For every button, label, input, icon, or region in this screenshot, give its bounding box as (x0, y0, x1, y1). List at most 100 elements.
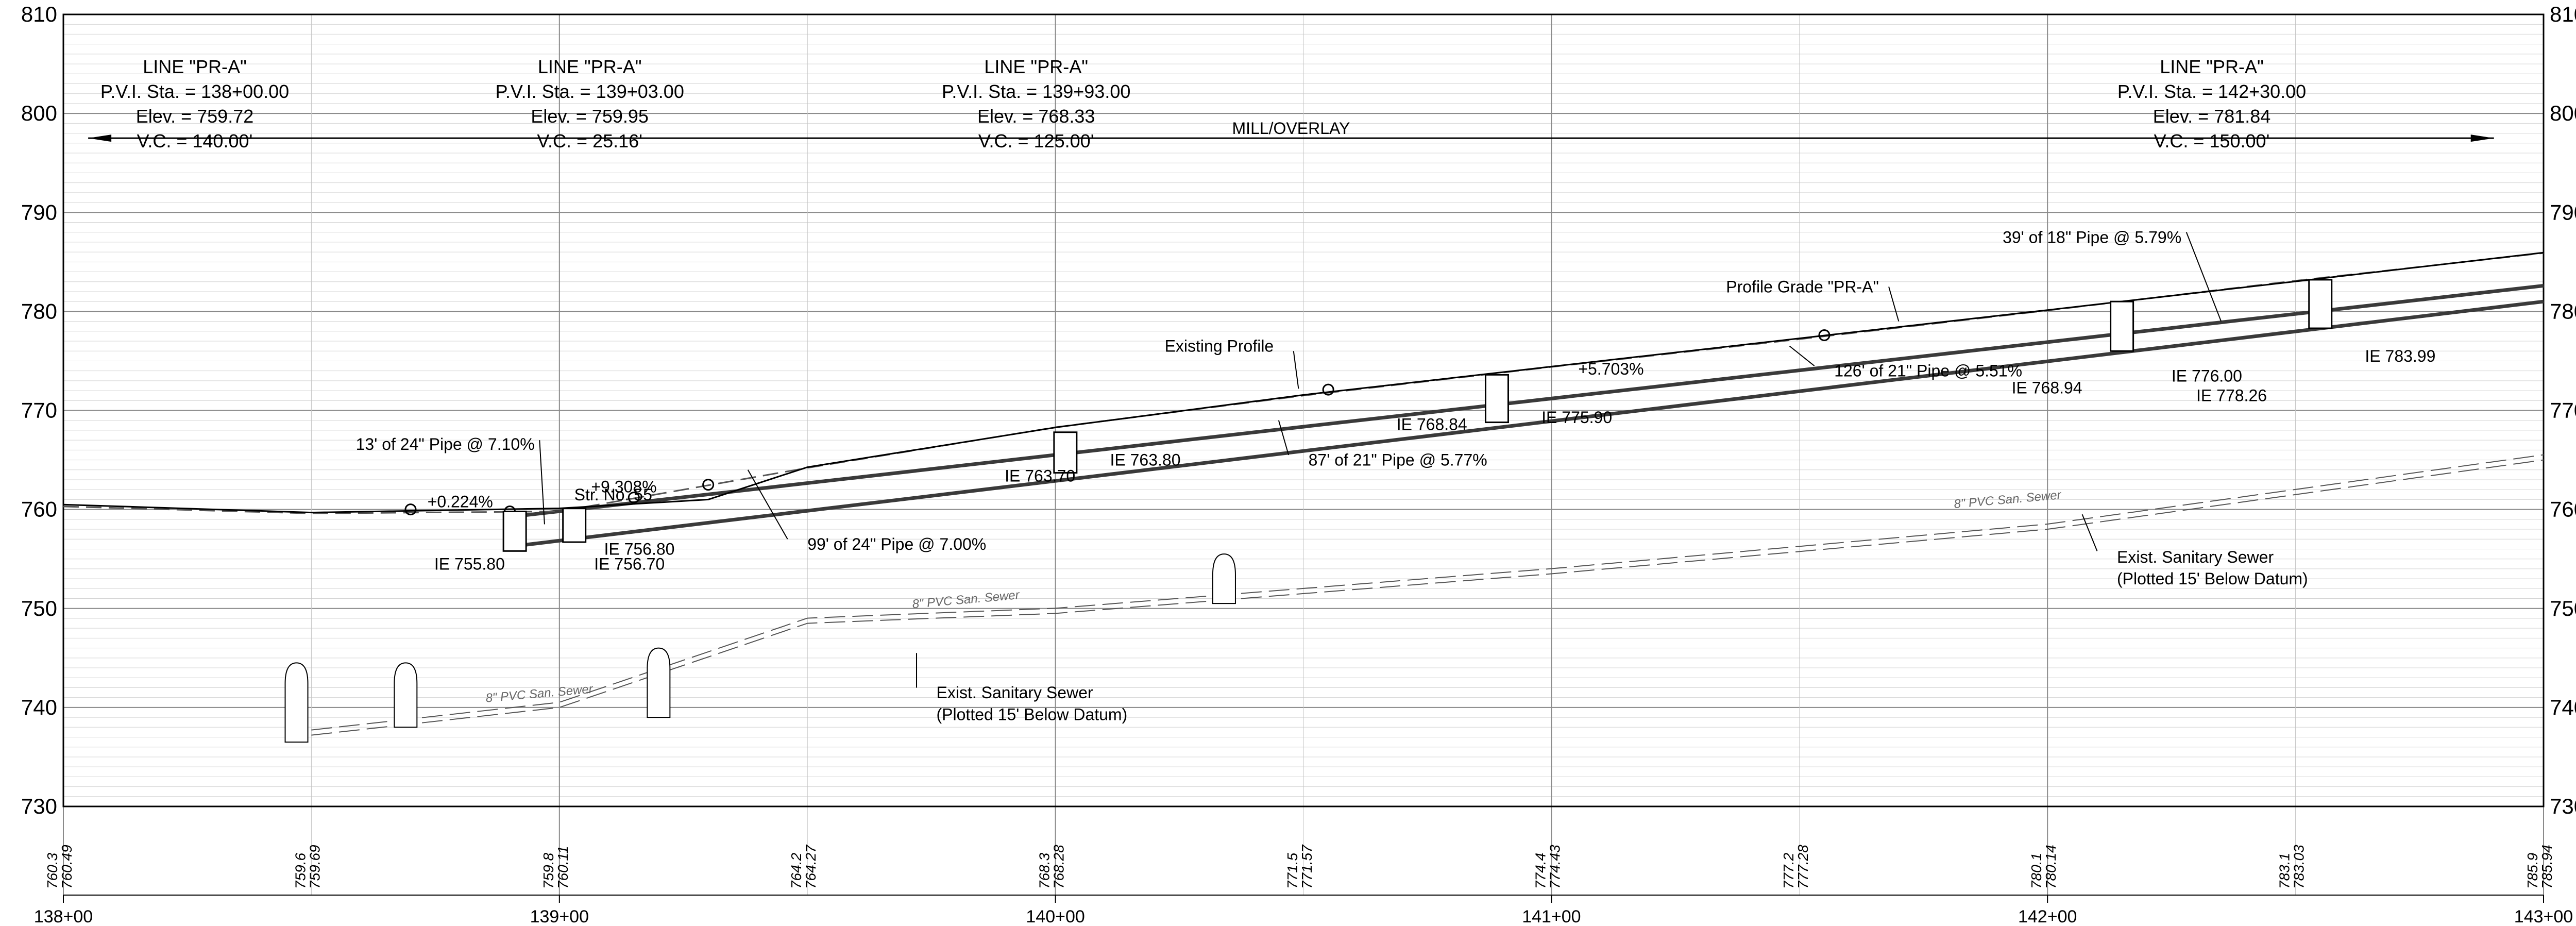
proposed-grade-value: 771.57 (1299, 844, 1315, 889)
annotation: IE 768.94 (2012, 378, 2082, 397)
existing-ground-value: 783.1 (2277, 853, 2293, 889)
annotation-leader (1888, 287, 1900, 322)
grade-point-marker (628, 492, 640, 504)
annotation: IE 783.99 (2365, 347, 2435, 365)
storm-pipe-line (514, 299, 2544, 548)
pvi-label: P.V.I. Sta. = 139+93.00 (942, 81, 1130, 102)
existing-ground-value: 768.3 (1037, 853, 1053, 889)
station-label: 143+00 (2514, 907, 2573, 926)
sanitary-sewer-line (311, 454, 2544, 731)
elevation-label-left: 790 (21, 200, 57, 224)
proposed-grade-value: 777.28 (1795, 845, 1811, 889)
annotation: IE 776.00 (2172, 366, 2242, 385)
elevation-label-right: 780 (2550, 299, 2576, 323)
elevation-label-left: 760 (21, 497, 57, 521)
pvi-label: LINE "PR-A" (538, 56, 642, 77)
storm-structure (562, 508, 587, 543)
annotation-leader (2081, 514, 2098, 551)
proposed-grade-value: 783.03 (2291, 845, 2307, 889)
storm-pipe-line (514, 283, 2544, 518)
annotation: +9.308% (591, 477, 656, 496)
elevation-label-left: 730 (21, 794, 57, 818)
axes: 730 730 740 740 750 750 760 760 770 770 780 780 790 7… (21, 2, 2576, 926)
station-label: 142+00 (2018, 907, 2077, 926)
annotation: (Plotted 15' Below Datum) (2117, 569, 2308, 588)
annotation-leader (539, 440, 545, 525)
existing-ground-value: 760.3 (44, 853, 60, 889)
annotation: Str. No. 55 (574, 485, 652, 504)
elevation-label-left: 780 (21, 299, 57, 323)
structures (284, 279, 2333, 743)
storm-structure (2110, 300, 2134, 352)
proposed-grade-value: 768.28 (1051, 845, 1067, 889)
existing-ground-value: 774.4 (1532, 853, 1548, 889)
annotation: 39' of 18" Pipe @ 5.79% (2003, 228, 2181, 246)
pvi-label: Elev. = 781.84 (2153, 106, 2271, 127)
pvi-label: LINE "PR-A" (143, 56, 247, 77)
mill-overlay-arrow-left (88, 134, 112, 142)
proposed-grade-value: 760.49 (59, 845, 75, 889)
elevation-label-right: 770 (2550, 398, 2576, 423)
existing-ground-value: 785.9 (2524, 853, 2540, 889)
sanitary-manhole (284, 662, 309, 743)
annotation: IE 756.80 (604, 540, 674, 558)
sanitary-sewer-line (311, 459, 2544, 736)
existing-ground-value: 759.8 (540, 853, 556, 889)
existing-ground-value: 771.5 (1284, 853, 1300, 889)
pvi-label: P.V.I. Sta. = 142+30.00 (2117, 81, 2306, 102)
station-label: 138+00 (34, 907, 93, 926)
annotation: IE 763.80 (1110, 451, 1181, 469)
annotation: IE 763.70 (1005, 466, 1075, 485)
proposed-grade-value: 759.69 (307, 845, 323, 889)
pvi-label: Elev. = 759.95 (531, 106, 649, 127)
grade-point-marker (1322, 383, 1334, 396)
elevation-label-left: 770 (21, 398, 57, 423)
grade-point-marker (1818, 329, 1831, 341)
annotation-leader (2185, 232, 2222, 322)
annotation: 87' of 21" Pipe @ 5.77% (1309, 451, 1487, 469)
proposed-grade-line (63, 251, 2544, 514)
elevation-label-right: 760 (2550, 497, 2576, 521)
sanitary-manhole (1212, 553, 1236, 604)
annotations: LINE "PR-A" P.V.I. Sta. = 138+00.00 Elev. … (100, 56, 2436, 723)
proposed-grade-value: 774.43 (1547, 845, 1563, 889)
pvi-label: V.C. = 140.00' (137, 130, 253, 151)
elevation-label-right: 810 (2550, 2, 2576, 26)
existing-ground-value: 759.6 (292, 853, 308, 889)
pvi-label: Elev. = 768.33 (977, 106, 1095, 127)
annotation: Exist. Sanitary Sewer (2117, 548, 2274, 566)
elevation-label-right: 750 (2550, 596, 2576, 620)
pvi-label: LINE "PR-A" (984, 56, 1088, 77)
annotation: 126' of 21" Pipe @ 5.51% (1834, 362, 2022, 380)
station-label: 140+00 (1026, 907, 1084, 926)
elevation-label-right: 740 (2550, 695, 2576, 719)
existing-ground-value: 780.1 (2028, 853, 2044, 889)
annotation: +5.703% (1578, 360, 1643, 378)
elevation-label-right: 800 (2550, 101, 2576, 125)
grade-point-marker (702, 479, 715, 491)
annotation-leader (747, 469, 788, 540)
annotation: 99' of 24" Pipe @ 7.00% (807, 535, 986, 553)
elevation-label-right: 790 (2550, 200, 2576, 224)
station-label: 141+00 (1522, 907, 1581, 926)
storm-structure (502, 510, 527, 552)
annotation: Profile Grade "PR-A" (1726, 277, 1879, 296)
proposed-grade-value: 780.14 (2043, 845, 2059, 889)
pvi-label: V.C. = 125.00' (978, 130, 1094, 151)
elevation-label-left: 800 (21, 101, 57, 125)
pvi-label: V.C. = 150.00' (2154, 130, 2270, 151)
annotation: IE 756.70 (594, 554, 665, 573)
mill-overlay-arrow-right (2470, 134, 2494, 142)
annotation: 13' of 24" Pipe @ 7.10% (356, 435, 535, 453)
storm-structure (1053, 431, 1078, 474)
annotation: (Plotted 15' Below Datum) (937, 705, 1128, 723)
elevation-label-right: 730 (2550, 794, 2576, 818)
elevation-label-left: 810 (21, 2, 57, 26)
storm-structure (2308, 279, 2333, 329)
pvi-label: P.V.I. Sta. = 138+00.00 (100, 81, 289, 102)
pvi-label: V.C. = 25.16' (537, 130, 642, 151)
annotation-leader (1293, 351, 1299, 389)
mill-overlay-label: MILL/OVERLAY (1232, 119, 1350, 138)
